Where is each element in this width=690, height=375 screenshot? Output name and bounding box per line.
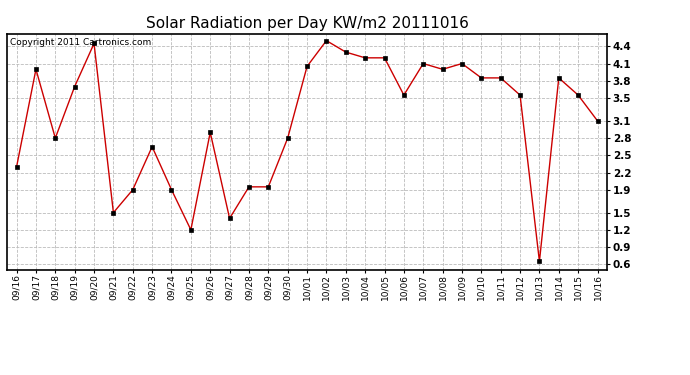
Title: Solar Radiation per Day KW/m2 20111016: Solar Radiation per Day KW/m2 20111016 xyxy=(146,16,469,31)
Text: Copyright 2011 Cartronics.com: Copyright 2011 Cartronics.com xyxy=(10,39,151,48)
